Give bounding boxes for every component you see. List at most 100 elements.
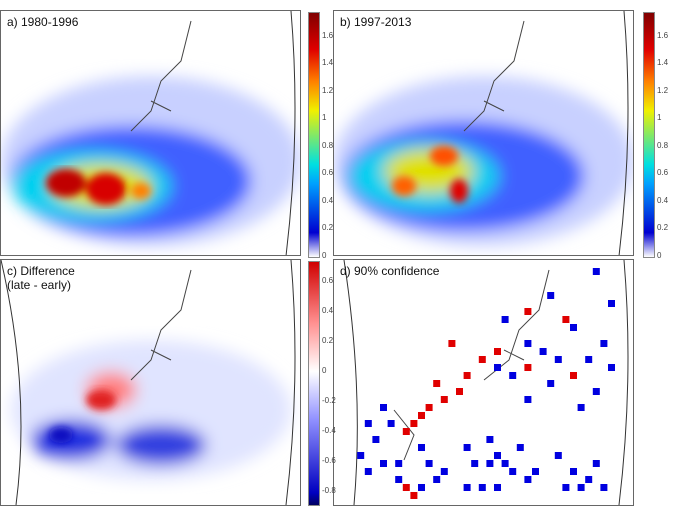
panel-title: a) 1980-1996 [7, 15, 79, 29]
coastline [130, 20, 192, 132]
panel-d-map: d) 90% confidence [333, 259, 634, 506]
significant-decrease-cell [395, 476, 403, 483]
heatmap-c [1, 260, 296, 505]
colorbar-tick: 0.8 [657, 140, 669, 150]
significant-decrease-cell [592, 268, 600, 275]
colorbar-tick: 1.6 [657, 30, 669, 40]
significant-decrease-cell [547, 292, 555, 299]
significant-decrease-cell [494, 364, 501, 371]
significant-decrease-cell [600, 340, 608, 347]
significant-decrease-cell [524, 396, 532, 403]
heatmap-b [334, 11, 633, 255]
colorbar-tick: 0.2 [322, 223, 334, 233]
significant-increase-cell [440, 396, 448, 403]
significant-decrease-cell [570, 468, 577, 475]
colorbar-tick: -0.8 [322, 486, 336, 495]
significance-map [343, 260, 629, 505]
colorbar-tick: -0.4 [322, 426, 336, 435]
colorbar-tick: 0.4 [657, 195, 669, 205]
significant-decrease-cell [418, 444, 425, 451]
significant-decrease-cell [364, 420, 372, 427]
significant-decrease-cell [433, 476, 441, 483]
colorbar-tick: 0.6 [322, 168, 334, 178]
panel-title: b) 1997-2013 [340, 15, 412, 29]
significant-decrease-cell [418, 484, 425, 491]
colorbar-tick: 0 [322, 366, 327, 375]
significant-increase-cell [410, 492, 418, 499]
significant-increase-cell [433, 380, 441, 387]
significant-decrease-cell [372, 436, 380, 443]
significant-decrease-cell [486, 460, 494, 467]
significant-decrease-cell [509, 372, 517, 379]
colorbar-a [308, 12, 320, 258]
colorbar-tick: 0.2 [657, 223, 669, 233]
significant-decrease-cell [463, 444, 471, 451]
significant-decrease-cell [570, 324, 577, 331]
colorbar-tick: 1 [322, 113, 327, 123]
significant-increase-cell [456, 388, 463, 395]
significant-decrease-cell [509, 468, 517, 475]
significant-decrease-cell [387, 420, 395, 427]
colorbar-tick: 1.4 [322, 58, 334, 68]
panel-a-map: a) 1980-1996 [0, 10, 301, 256]
significant-decrease-cell [600, 484, 608, 491]
colorbar-tick: 1.4 [657, 58, 669, 68]
significant-decrease-cell [608, 300, 615, 307]
significant-decrease-cell [524, 476, 532, 483]
significant-decrease-cell [471, 460, 479, 467]
significant-decrease-cell [562, 484, 570, 491]
colorbar-c [308, 261, 320, 506]
significant-decrease-cell [516, 444, 524, 451]
significant-decrease-cell [478, 484, 486, 491]
significant-decrease-cell [592, 388, 600, 395]
panel-b-map: b) 1997-2013 [333, 10, 634, 256]
significant-decrease-cell [486, 436, 494, 443]
colorbar-tick: 1.6 [322, 30, 334, 40]
significant-decrease-cell [524, 340, 532, 347]
significant-decrease-cell [501, 460, 509, 467]
colorbar-tick: 0.6 [657, 168, 669, 178]
significant-decrease-cell [585, 356, 593, 363]
colorbar-tick: 0 [322, 251, 327, 260]
significant-decrease-cell [547, 380, 555, 387]
colorbar-tick: 0 [657, 251, 662, 260]
panel-title: d) 90% confidence [340, 264, 440, 278]
significant-decrease-cell [577, 404, 585, 411]
significant-increase-cell [478, 356, 486, 363]
significant-increase-cell [402, 428, 410, 435]
significant-decrease-cell [440, 468, 448, 475]
colorbar-tick: 0.2 [322, 336, 334, 345]
colorbar-tick: 1.2 [657, 85, 669, 95]
heatmap-a [1, 11, 300, 255]
colorbar-tick: 0.6 [322, 276, 334, 285]
colorbar-tick: 0.8 [322, 140, 334, 150]
significant-decrease-cell [357, 452, 365, 459]
significant-decrease-cell [395, 460, 403, 467]
colorbar-tick: 0.4 [322, 195, 334, 205]
significant-increase-cell [494, 348, 501, 355]
significant-decrease-cell [554, 452, 562, 459]
significant-increase-cell [570, 372, 577, 379]
significant-increase-cell [402, 484, 410, 491]
panel-title: c) Difference (late - early) [7, 264, 75, 292]
significant-decrease-cell [463, 484, 471, 491]
significant-decrease-cell [501, 316, 509, 323]
significant-decrease-cell [554, 356, 562, 363]
significant-increase-cell [410, 420, 418, 427]
significant-increase-cell [463, 372, 471, 379]
colorbar-tick: 1 [657, 113, 662, 123]
significant-decrease-cell [380, 404, 387, 411]
significant-decrease-cell [577, 484, 585, 491]
significant-increase-cell [418, 412, 425, 419]
colorbar-tick: 0.4 [322, 306, 334, 315]
colorbar-tick: -0.2 [322, 396, 336, 405]
colorbar-tick: 1.2 [322, 85, 334, 95]
significant-decrease-cell [532, 468, 539, 475]
significant-decrease-cell [494, 452, 501, 459]
significant-decrease-cell [592, 460, 600, 467]
significant-decrease-cell [364, 468, 372, 475]
significant-increase-cell [562, 316, 570, 323]
significant-decrease-cell [494, 484, 501, 491]
significant-decrease-cell [608, 364, 615, 371]
significant-increase-cell [425, 404, 433, 411]
